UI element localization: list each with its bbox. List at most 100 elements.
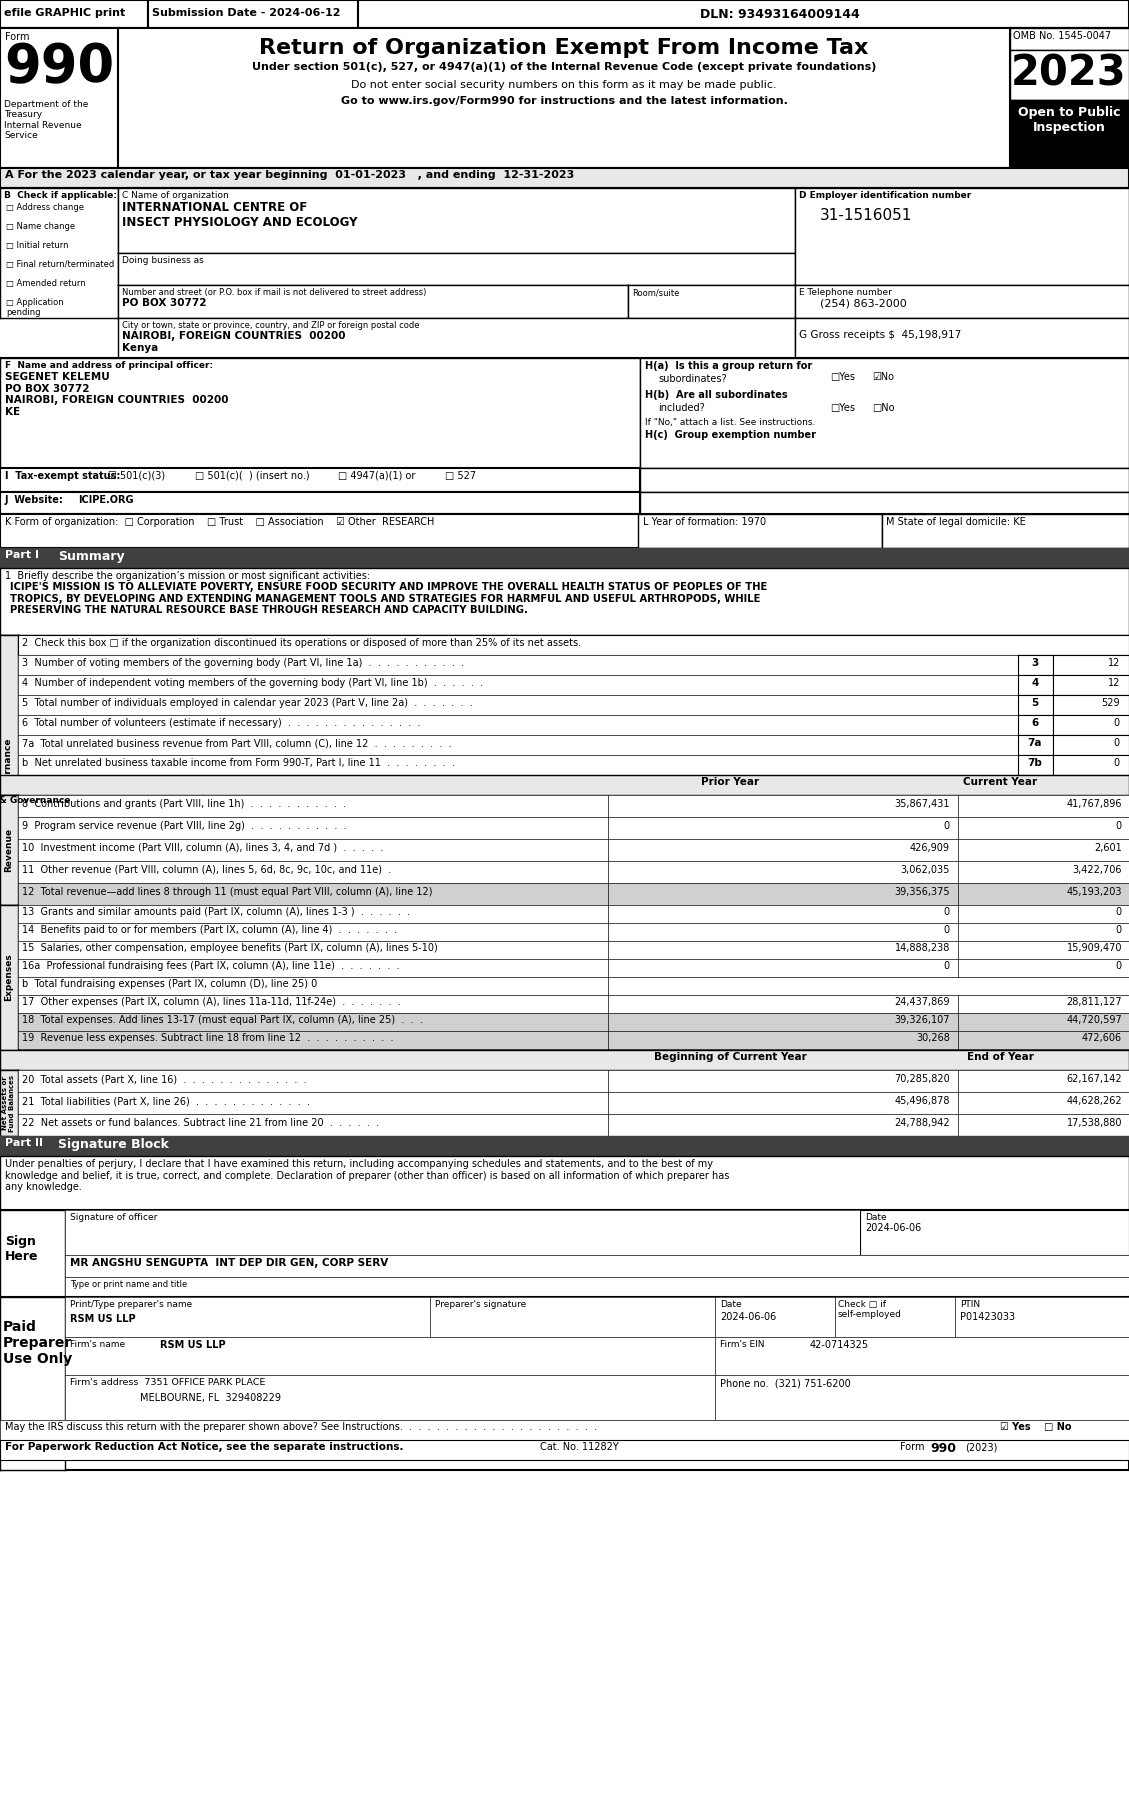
Text: Sign
Here: Sign Here bbox=[5, 1235, 38, 1262]
Text: Firm's name: Firm's name bbox=[70, 1341, 125, 1350]
Text: Summary: Summary bbox=[58, 549, 124, 564]
Text: 30,268: 30,268 bbox=[916, 1033, 949, 1042]
Text: □ Application
pending: □ Application pending bbox=[6, 298, 63, 317]
Text: 18  Total expenses. Add lines 13-17 (must equal Part IX, column (A), line 25)  .: 18 Total expenses. Add lines 13-17 (must… bbox=[21, 1015, 423, 1024]
Text: DLN: 93493164009144: DLN: 93493164009144 bbox=[700, 7, 860, 22]
Text: □Yes: □Yes bbox=[830, 404, 855, 413]
Text: 10  Investment income (Part VIII, column (A), lines 3, 4, and 7d )  .  .  .  .  : 10 Investment income (Part VIII, column … bbox=[21, 842, 384, 853]
Text: INTERNATIONAL CENTRE OF
INSECT PHYSIOLOGY AND ECOLOGY: INTERNATIONAL CENTRE OF INSECT PHYSIOLOG… bbox=[122, 202, 358, 229]
Text: 2024-06-06: 2024-06-06 bbox=[865, 1222, 921, 1233]
Text: ☑No: ☑No bbox=[872, 373, 894, 382]
Text: Cat. No. 11282Y: Cat. No. 11282Y bbox=[540, 1442, 619, 1452]
Text: Firm's address  7351 OFFICE PARK PLACE: Firm's address 7351 OFFICE PARK PLACE bbox=[70, 1379, 265, 1388]
Text: Check □ if
self-employed: Check □ if self-employed bbox=[838, 1301, 902, 1319]
Text: B  Check if applicable:: B Check if applicable: bbox=[5, 191, 117, 200]
Text: 9  Program service revenue (Part VIII, line 2g)  .  .  .  .  .  .  .  .  .  .  .: 9 Program service revenue (Part VIII, li… bbox=[21, 820, 347, 831]
Text: □ 4947(a)(1) or: □ 4947(a)(1) or bbox=[338, 471, 415, 480]
Text: 15  Salaries, other compensation, employee benefits (Part IX, column (A), lines : 15 Salaries, other compensation, employe… bbox=[21, 942, 438, 953]
Text: 39,356,375: 39,356,375 bbox=[894, 888, 949, 897]
Text: 45,496,878: 45,496,878 bbox=[894, 1097, 949, 1106]
Text: 2024-06-06: 2024-06-06 bbox=[720, 1311, 777, 1322]
Text: Department of the
Treasury
Internal Revenue
Service: Department of the Treasury Internal Reve… bbox=[5, 100, 88, 140]
Text: K Form of organization:  □ Corporation    □ Trust    □ Association    ☑ Other  R: K Form of organization: □ Corporation □ … bbox=[5, 517, 435, 528]
Text: 14  Benefits paid to or for members (Part IX, column (A), line 4)  .  .  .  .  .: 14 Benefits paid to or for members (Part… bbox=[21, 926, 397, 935]
Text: Phone no.  (321) 751-6200: Phone no. (321) 751-6200 bbox=[720, 1379, 851, 1388]
Text: F  Name and address of principal officer:: F Name and address of principal officer: bbox=[5, 360, 213, 369]
Text: Part I: Part I bbox=[5, 549, 40, 560]
Text: Under penalties of perjury, I declare that I have examined this return, includin: Under penalties of perjury, I declare th… bbox=[5, 1159, 729, 1191]
Text: 41,767,896: 41,767,896 bbox=[1067, 799, 1122, 809]
Text: Submission Date - 2024-06-12: Submission Date - 2024-06-12 bbox=[152, 7, 341, 18]
Text: 12  Total revenue—add lines 8 through 11 (must equal Part VIII, column (A), line: 12 Total revenue—add lines 8 through 11 … bbox=[21, 888, 432, 897]
Text: 12: 12 bbox=[1108, 658, 1120, 668]
Text: SEGENET KELEMU
PO BOX 30772
NAIROBI, FOREIGN COUNTRIES  00200
KE: SEGENET KELEMU PO BOX 30772 NAIROBI, FOR… bbox=[5, 373, 228, 417]
Text: 2023: 2023 bbox=[1012, 53, 1127, 95]
Text: 0: 0 bbox=[944, 960, 949, 971]
Text: Number and street (or P.O. box if mail is not delivered to street address): Number and street (or P.O. box if mail i… bbox=[122, 287, 427, 296]
Text: E Telephone number: E Telephone number bbox=[799, 287, 892, 296]
Text: OMB No. 1545-0047: OMB No. 1545-0047 bbox=[1013, 31, 1111, 42]
Text: J  Website:: J Website: bbox=[5, 495, 64, 506]
Text: 35,867,431: 35,867,431 bbox=[894, 799, 949, 809]
Text: (254) 863-2000: (254) 863-2000 bbox=[820, 298, 907, 307]
Text: I  Tax-exempt status:: I Tax-exempt status: bbox=[5, 471, 121, 480]
Text: Form: Form bbox=[5, 33, 29, 42]
Text: 8  Contributions and grants (Part VIII, line 1h)  .  .  .  .  .  .  .  .  .  .  : 8 Contributions and grants (Part VIII, l… bbox=[21, 799, 347, 809]
Text: 472,606: 472,606 bbox=[1082, 1033, 1122, 1042]
Text: M State of legal domicile: KE: M State of legal domicile: KE bbox=[886, 517, 1026, 528]
Text: 3: 3 bbox=[1032, 658, 1039, 668]
Text: 13  Grants and similar amounts paid (Part IX, column (A), lines 1-3 )  .  .  .  : 13 Grants and similar amounts paid (Part… bbox=[21, 908, 410, 917]
Text: □Yes: □Yes bbox=[830, 373, 855, 382]
Text: 5: 5 bbox=[1032, 698, 1039, 708]
Text: P01423033: P01423033 bbox=[960, 1311, 1015, 1322]
Text: Doing business as: Doing business as bbox=[122, 256, 203, 266]
Text: 2,601: 2,601 bbox=[1094, 842, 1122, 853]
Text: Date: Date bbox=[720, 1301, 742, 1310]
Text: Form: Form bbox=[900, 1442, 928, 1452]
Text: Prior Year: Prior Year bbox=[701, 777, 759, 788]
Text: 0: 0 bbox=[1115, 908, 1122, 917]
Text: Date: Date bbox=[865, 1213, 886, 1222]
Text: RSM US LLP: RSM US LLP bbox=[70, 1313, 135, 1324]
Text: 2  Check this box □ if the organization discontinued its operations or disposed : 2 Check this box □ if the organization d… bbox=[21, 638, 581, 648]
Text: MELBOURNE, FL  329408229: MELBOURNE, FL 329408229 bbox=[140, 1393, 281, 1402]
Text: 14,888,238: 14,888,238 bbox=[894, 942, 949, 953]
Text: Preparer's signature: Preparer's signature bbox=[435, 1301, 526, 1310]
Text: □ 501(c)(  ) (insert no.): □ 501(c)( ) (insert no.) bbox=[195, 471, 309, 480]
Text: b  Net unrelated business taxable income from Form 990-T, Part I, line 11  .  . : b Net unrelated business taxable income … bbox=[21, 759, 455, 768]
Text: 12: 12 bbox=[1108, 678, 1120, 688]
Text: PO BOX 30772: PO BOX 30772 bbox=[122, 298, 207, 307]
Text: ☑ Yes    □ No: ☑ Yes □ No bbox=[1000, 1422, 1071, 1432]
Text: A For the 2023 calendar year, or tax year beginning  01-01-2023   , and ending  : A For the 2023 calendar year, or tax yea… bbox=[5, 169, 575, 180]
Text: L Year of formation: 1970: L Year of formation: 1970 bbox=[644, 517, 767, 528]
Text: 0: 0 bbox=[1115, 926, 1122, 935]
Text: 990: 990 bbox=[5, 42, 114, 93]
Text: Expenses: Expenses bbox=[5, 953, 14, 1002]
Text: □No: □No bbox=[872, 404, 894, 413]
Text: 44,720,597: 44,720,597 bbox=[1066, 1015, 1122, 1024]
Text: 16a  Professional fundraising fees (Part IX, column (A), line 11e)  .  .  .  .  : 16a Professional fundraising fees (Part … bbox=[21, 960, 400, 971]
Text: 0: 0 bbox=[1114, 739, 1120, 748]
Text: Revenue: Revenue bbox=[5, 828, 14, 871]
Text: Current Year: Current Year bbox=[963, 777, 1038, 788]
Text: Net Assets or
Fund Balances: Net Assets or Fund Balances bbox=[2, 1075, 16, 1131]
Text: Do not enter social security numbers on this form as it may be made public.: Do not enter social security numbers on … bbox=[351, 80, 777, 89]
Text: 5  Total number of individuals employed in calendar year 2023 (Part V, line 2a) : 5 Total number of individuals employed i… bbox=[21, 698, 473, 708]
Text: (2023): (2023) bbox=[965, 1442, 997, 1452]
Text: 45,193,203: 45,193,203 bbox=[1067, 888, 1122, 897]
Text: 11  Other revenue (Part VIII, column (A), lines 5, 6d, 8c, 9c, 10c, and 11e)  .: 11 Other revenue (Part VIII, column (A),… bbox=[21, 866, 392, 875]
Text: Part II: Part II bbox=[5, 1139, 43, 1148]
Text: Type or print name and title: Type or print name and title bbox=[70, 1281, 187, 1290]
Text: Signature of officer: Signature of officer bbox=[70, 1213, 157, 1222]
Text: City or town, state or province, country, and ZIP or foreign postal code: City or town, state or province, country… bbox=[122, 320, 420, 329]
Text: 62,167,142: 62,167,142 bbox=[1067, 1073, 1122, 1084]
Text: H(b)  Are all subordinates: H(b) Are all subordinates bbox=[645, 389, 788, 400]
Text: Activities & Governance: Activities & Governance bbox=[0, 795, 70, 804]
Text: Go to www.irs.gov/Form990 for instructions and the latest information.: Go to www.irs.gov/Form990 for instructio… bbox=[341, 96, 787, 106]
Text: 19  Revenue less expenses. Subtract line 18 from line 12  .  .  .  .  .  .  .  .: 19 Revenue less expenses. Subtract line … bbox=[21, 1033, 394, 1042]
Text: 7a: 7a bbox=[1027, 739, 1042, 748]
Text: 3,062,035: 3,062,035 bbox=[901, 866, 949, 875]
Text: 39,326,107: 39,326,107 bbox=[894, 1015, 949, 1024]
Text: Paid
Preparer
Use Only: Paid Preparer Use Only bbox=[3, 1321, 72, 1366]
Text: □ Initial return: □ Initial return bbox=[6, 240, 69, 249]
